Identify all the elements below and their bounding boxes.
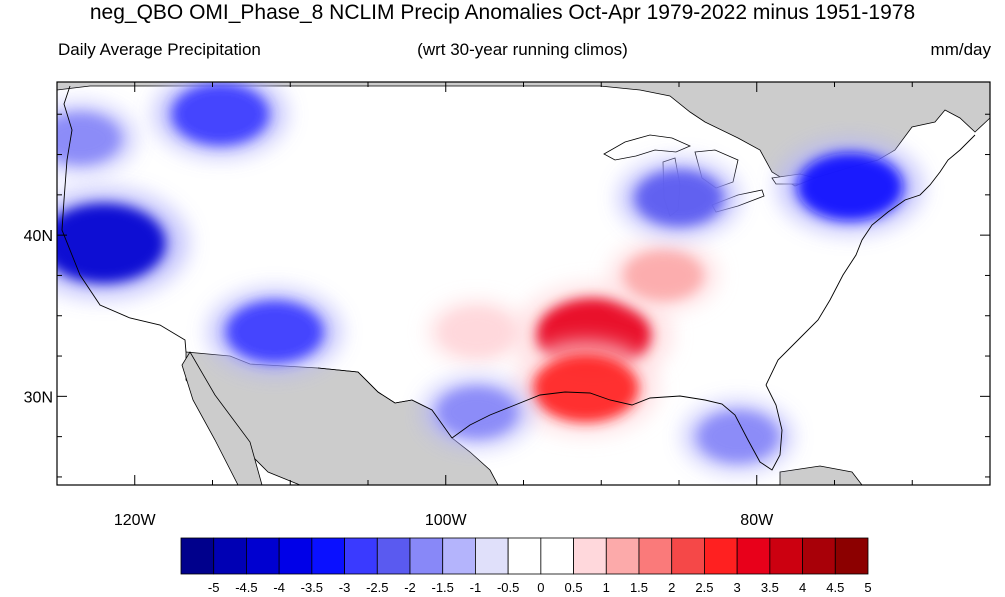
subtitle-center: (wrt 30-year running climos) [417, 40, 628, 59]
baja-land [181, 351, 263, 485]
east-coastline [765, 134, 976, 386]
colorbar-box [213, 537, 247, 575]
colorbar-box [475, 537, 509, 575]
colorbar-box [507, 537, 542, 575]
anomaly-lower-mississippi [532, 354, 639, 423]
anomaly-south-texas-dry [437, 387, 517, 438]
colorbar-box [769, 537, 803, 575]
colorbar-box [540, 537, 574, 575]
rio-grande-border [317, 367, 453, 439]
lon-tick-label: 80W [740, 512, 774, 529]
colorbar-box [638, 537, 673, 575]
colorbar: -5 -4.5 -4 -3.5 -3 -2.5 -2 -1.5 -1 -0.5 0 0.5 1 1.5 2 2… [180, 537, 872, 595]
west-coastline [61, 85, 187, 353]
colorbar-label: -2.5 [366, 580, 388, 595]
cuba-land [779, 465, 863, 485]
lake-superior [603, 134, 691, 161]
colorbar-label: -5 [208, 580, 220, 595]
colorbar-box [409, 537, 444, 575]
map-plot-area [57, 82, 990, 485]
colorbar-box [278, 537, 313, 575]
colorbar-label: -3.5 [301, 580, 323, 595]
lon-tick-label: 100W [425, 512, 468, 529]
colorbar-label: -1.5 [432, 580, 454, 595]
subtitle-left: Daily Average Precipitation [58, 40, 261, 59]
anomaly-florida-dry [698, 411, 778, 462]
colorbar-label: 4.5 [826, 580, 844, 595]
colorbar-label: -4 [273, 580, 285, 595]
map-title: neg_QBO OMI_Phase_8 NCLIM Precip Anomali… [89, 1, 916, 24]
colorbar-box [180, 537, 215, 575]
colorbar-label: 2.5 [695, 580, 713, 595]
colorbar-box [246, 537, 280, 575]
colorbar-label: -1 [470, 580, 482, 595]
colorbar-box [834, 537, 869, 575]
colorbar-label: 3.5 [761, 580, 779, 595]
colorbar-label: -3 [339, 580, 351, 595]
anomaly-arizona-dry [226, 300, 324, 363]
anomaly-texas-north [441, 309, 512, 354]
units-label: mm/day [930, 40, 991, 59]
colorbar-label: 5 [864, 580, 871, 595]
anomaly-field [57, 82, 922, 471]
colorbar-label: 1 [603, 580, 610, 595]
colorbar-label: -2 [404, 580, 416, 595]
anomaly-northern-rockies-dry [171, 83, 269, 146]
colorbar-box [736, 537, 771, 575]
lat-tick-label: 30N [24, 389, 53, 406]
colorbar-label: 2 [668, 580, 675, 595]
colorbar-box [442, 537, 476, 575]
colorbar-box [704, 537, 738, 575]
lon-tick-label: 120W [114, 512, 157, 529]
anomaly-ohio-valley [623, 250, 703, 301]
colorbar-label: 1.5 [630, 580, 648, 595]
colorbar-box [376, 537, 411, 575]
lat-tick-label: 40N [24, 228, 53, 245]
map-axes: 120W 100W 80W 30N 40N [24, 82, 991, 529]
colorbar-label: 0.5 [565, 580, 583, 595]
colorbar-box [671, 537, 705, 575]
colorbar-label: 4 [799, 580, 806, 595]
colorbar-label: 3 [734, 580, 741, 595]
anomaly-northeast-dry [797, 152, 904, 221]
gulf-coastline [451, 384, 783, 471]
anomaly-great-lakes-dry [635, 170, 723, 227]
colorbar-label: -0.5 [497, 580, 519, 595]
anomaly-pacific-nw-dry [57, 113, 120, 164]
colorbar-box [573, 537, 607, 575]
anomaly-california-dry [57, 203, 166, 284]
colorbar-box [311, 537, 345, 575]
colorbar-box [802, 537, 836, 575]
colorbar-box [605, 537, 640, 575]
colorbar-label: -4.5 [235, 580, 257, 595]
colorbar-box [344, 537, 378, 575]
colorbar-label: 0 [537, 580, 544, 595]
